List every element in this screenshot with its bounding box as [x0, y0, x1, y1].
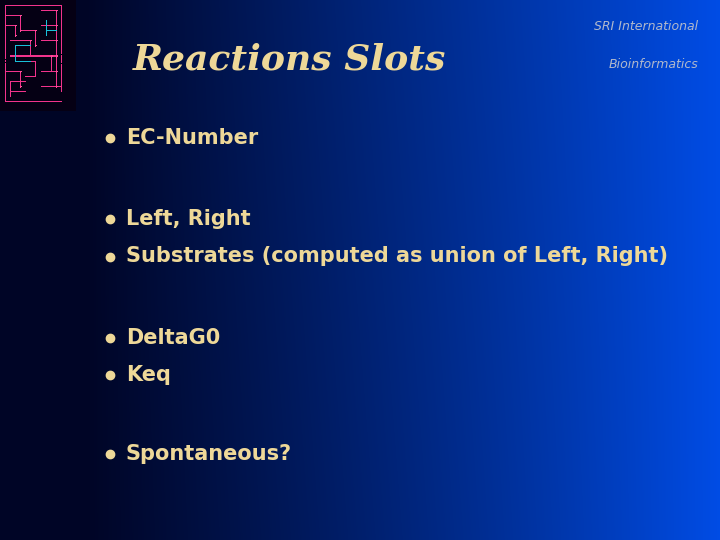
Text: Spontaneous?: Spontaneous?: [126, 443, 292, 464]
Text: Reactions Slots: Reactions Slots: [133, 43, 446, 76]
Text: DeltaG0: DeltaG0: [126, 327, 220, 348]
Text: Substrates (computed as union of Left, Right): Substrates (computed as union of Left, R…: [126, 246, 668, 267]
Text: SRI International: SRI International: [594, 21, 698, 33]
Text: Left, Right: Left, Right: [126, 208, 251, 229]
Text: Keq: Keq: [126, 365, 171, 386]
Text: Bioinformatics: Bioinformatics: [608, 58, 698, 71]
Text: EC-Number: EC-Number: [126, 127, 258, 148]
